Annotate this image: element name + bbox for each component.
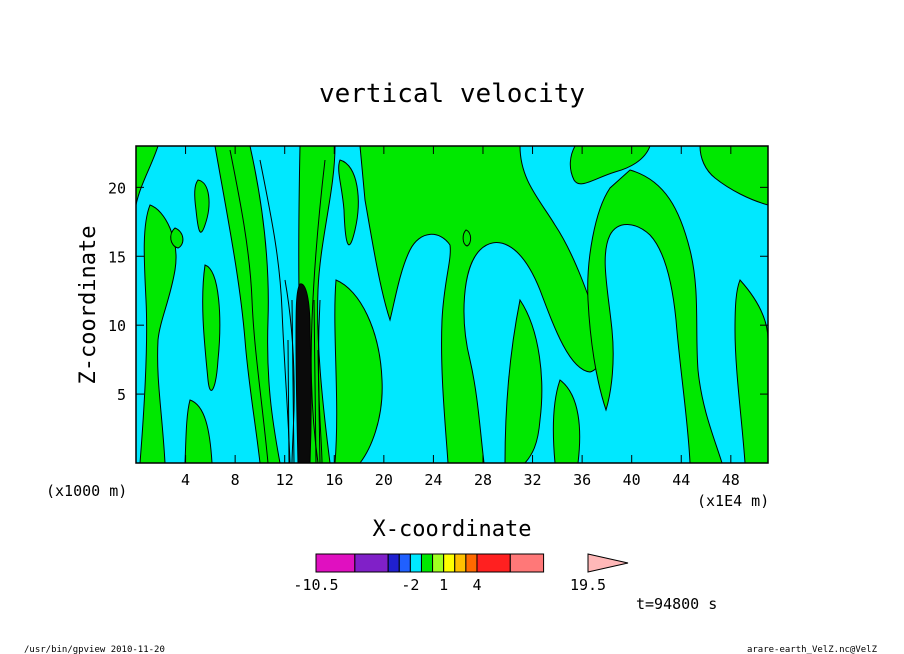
y-axis-label: Z-coordinate: [76, 226, 101, 385]
x-axis-unit-right: (x1E4 m): [697, 492, 769, 510]
chart-title: vertical velocity: [319, 79, 585, 109]
band-high-inner-1: [194, 179, 210, 233]
band-high-mid-1: [338, 159, 359, 246]
x-tick-label: 20: [375, 471, 393, 489]
band-high-far-right: [699, 146, 768, 206]
colorbar-segment: [476, 553, 511, 573]
colorbar-segment: [454, 553, 467, 573]
colorbar-segment: [432, 553, 445, 573]
colorbar-segment: [443, 553, 456, 573]
band-high-mid-2: [334, 279, 383, 463]
colorbar-label: 19.5: [570, 576, 606, 594]
colorbar-label: 1: [439, 576, 448, 594]
updraft-core-streaks: [287, 299, 321, 463]
x-tick-label: 40: [623, 471, 641, 489]
colorbar-segment: [354, 553, 389, 573]
colorbar-label: -10.5: [293, 576, 338, 594]
time-label: t=94800 s: [636, 595, 717, 613]
contour-line-1: [229, 149, 269, 463]
band-high-right-2: [552, 379, 581, 463]
x-tick-label: 36: [573, 471, 591, 489]
x-tick-label: 44: [672, 471, 690, 489]
footer-right: arare-earth_VelZ.nc@VelZ: [747, 645, 878, 654]
colorbar-segment: [387, 553, 400, 573]
y-tick-label: 10: [108, 317, 126, 335]
colorbar-label: -2: [401, 576, 419, 594]
contour-line-5: [318, 299, 323, 463]
x-axis-label: X-coordinate: [373, 517, 532, 542]
y-axis-ticks: 5 10 15 20: [108, 179, 768, 404]
colorbar-arrow: [587, 553, 629, 573]
band-high-right-main: [587, 169, 723, 463]
x-axis-unit-left: (x1000 m): [46, 482, 127, 500]
x-tick-label: 32: [524, 471, 542, 489]
colorbar-segment: [509, 553, 545, 573]
colorbar-segment: [465, 553, 478, 573]
colorbar-segment: [420, 553, 434, 573]
band-high-left-lobe: [139, 204, 177, 463]
colorbar-label: 4: [472, 576, 481, 594]
contour-field: [136, 146, 768, 463]
band-high-upper-right: [569, 146, 651, 185]
x-tick-label: 16: [325, 471, 343, 489]
band-high-blob-2: [462, 229, 472, 247]
band-high-inner-2: [202, 264, 221, 391]
band-high-core-left: [214, 146, 281, 463]
y-tick-label: 20: [108, 179, 126, 197]
contour-line-2: [259, 159, 291, 463]
x-tick-label: 4: [181, 471, 190, 489]
band-high-left-streak: [184, 399, 213, 463]
x-tick-label: 48: [722, 471, 740, 489]
x-tick-label: 8: [231, 471, 240, 489]
x-tick-label: 12: [276, 471, 294, 489]
contour-line-4: [284, 279, 295, 463]
colorbar-segment: [398, 553, 411, 573]
contour-line-3: [310, 159, 326, 463]
x-tick-label: 28: [474, 471, 492, 489]
plot-frame: [135, 145, 769, 464]
band-high-blob-1: [170, 227, 184, 249]
colorbar-segment: [315, 553, 356, 573]
footer-left: /usr/bin/gpview 2010-11-20: [24, 645, 165, 654]
x-axis-ticks: 4 8 12 16 20 24 28 32 36 40 44 48: [181, 146, 740, 489]
colorbar-segment: [409, 553, 422, 573]
y-tick-label: 5: [117, 386, 126, 404]
band-high-far-right-2: [734, 279, 768, 463]
x-tick-label: 24: [424, 471, 442, 489]
colorbar: -10.5 -2 1 4 19.5: [293, 553, 629, 594]
y-tick-label: 15: [108, 248, 126, 266]
band-high-mid-3: [504, 298, 543, 463]
updraft-core: [295, 283, 312, 463]
